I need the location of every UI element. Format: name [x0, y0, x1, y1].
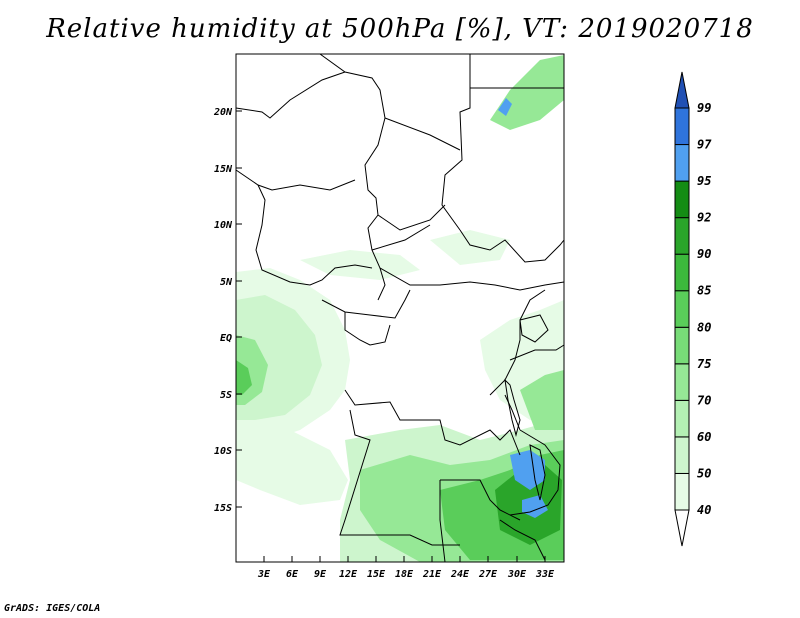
colorbar-segment	[674, 472, 690, 511]
latitude-axis: 20N 15N 10N 5N EQ 5S 10S 15S	[213, 107, 242, 514]
map-title: Relative humidity at 500hPa [%], VT: 201…	[46, 14, 754, 44]
border-line	[509, 344, 565, 361]
lon-tick-label: 9E	[314, 569, 327, 580]
colorbar-segment	[674, 326, 690, 365]
border-line	[321, 289, 411, 319]
lon-tick-label: 12E	[339, 569, 358, 580]
colorbar-label: 85	[697, 284, 711, 298]
border-line	[339, 409, 460, 546]
lon-tick-label: 6E	[286, 569, 299, 580]
colorbar-label: 50	[697, 466, 711, 480]
lat-tick-label: 15S	[214, 503, 232, 514]
lake-outline	[529, 444, 546, 501]
lat-tick-label: EQ	[220, 333, 232, 344]
colorbar-segment	[674, 144, 690, 182]
country-borders	[235, 53, 565, 563]
border-line	[459, 229, 565, 263]
lat-tick-label: 5S	[220, 390, 232, 401]
border-line	[441, 54, 471, 231]
lon-tick-label: 30E	[507, 569, 527, 580]
humidity-area-northeast	[490, 55, 564, 130]
longitude-axis: 3E 6E 9E 12E 15E 18E 21E 24E 27E 30E 33E	[257, 556, 555, 580]
lat-tick-label: 15N	[214, 164, 233, 175]
border-line	[235, 169, 356, 191]
border-line	[384, 117, 461, 151]
colorbar: 40 50 60 70 75 80 85 90 92 95 97 99	[674, 71, 712, 547]
lon-tick-label: 24E	[450, 569, 470, 580]
humidity-area-east-inner	[520, 370, 564, 430]
border-line	[235, 71, 346, 119]
border-line	[440, 479, 521, 521]
border-line	[255, 184, 373, 286]
grads-credit: GrADS: IGES/COLA	[4, 603, 101, 614]
lat-tick-label: 20N	[213, 107, 233, 118]
lon-tick-label: 27E	[478, 569, 498, 580]
colorbar-segment	[674, 180, 690, 219]
lake-outline	[519, 314, 549, 343]
colorbar-label: 70	[697, 393, 711, 407]
humidity-area-west-max	[236, 360, 252, 395]
colorbar-segment	[674, 217, 690, 255]
colorbar-upper-triangle	[674, 71, 690, 109]
border-line	[439, 480, 446, 563]
border-line	[319, 53, 386, 301]
lat-tick-label: 5N	[220, 277, 233, 288]
humidity-area-northeast-blue	[498, 98, 512, 116]
border-line	[379, 267, 565, 291]
humidity-area-central	[300, 250, 420, 280]
map-frame	[235, 53, 565, 563]
colorbar-label: 90	[697, 247, 711, 261]
border-line	[371, 224, 431, 251]
lon-tick-label: 3E	[257, 569, 271, 580]
humidity-area-central-east	[430, 230, 510, 265]
colorbar-segment	[674, 290, 690, 328]
colorbar-segment	[674, 436, 690, 474]
humidity-area-malawi-blue	[510, 450, 545, 490]
border-line	[377, 204, 446, 231]
lake-outline	[504, 378, 521, 437]
humidity-shading	[236, 55, 564, 562]
colorbar-label: 92	[697, 211, 711, 225]
colorbar-lower-triangle	[674, 509, 690, 547]
colorbar-label: 80	[697, 320, 711, 334]
colorbar-label: 97	[697, 138, 712, 152]
colorbar-segment	[674, 399, 690, 438]
colorbar-label: 95	[697, 174, 711, 188]
border-line	[499, 519, 546, 561]
lon-tick-label: 21E	[422, 569, 442, 580]
colorbar-label: 60	[697, 430, 711, 444]
colorbar-segment	[674, 363, 690, 401]
colorbar-segment	[674, 107, 690, 146]
colorbar-label: 75	[697, 357, 711, 371]
colorbar-label: 40	[697, 503, 711, 517]
border-line	[344, 389, 521, 456]
lon-tick-label: 18E	[395, 569, 414, 580]
lon-tick-label: 15E	[367, 569, 386, 580]
humidity-area-southwest	[236, 430, 348, 505]
colorbar-segment	[674, 253, 690, 292]
border-line	[504, 394, 521, 431]
lat-tick-label: 10N	[214, 220, 233, 231]
border-line	[509, 429, 561, 516]
border-line	[344, 312, 391, 346]
lon-tick-label: 33E	[535, 569, 555, 580]
colorbar-label: 99	[697, 101, 711, 115]
lat-tick-label: 10S	[214, 446, 232, 457]
